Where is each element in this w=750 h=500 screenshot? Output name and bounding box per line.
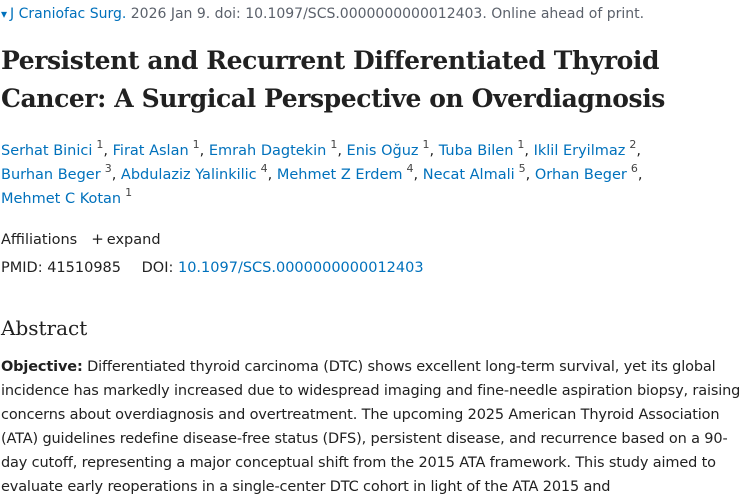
doi-label: DOI: [141,260,174,276]
expand-affiliations-button[interactable]: expand [106,232,161,248]
author-link[interactable]: Orhan Beger [534,167,627,183]
author-list: Serhat Binici 1, Firat Aslan 1, Emrah Dagt… [1,138,643,207]
author-link[interactable]: Burhan Beger [1,167,101,183]
author-item: Necat Almali 5 [422,163,526,183]
author-link[interactable]: Tuba Bilen [438,143,514,159]
affiliation-marker[interactable]: 4 [260,162,268,175]
affiliation-marker[interactable]: 2 [629,138,637,151]
citation-details: 2026 Jan 9. doi: 10.1097/SCS.00000000000… [130,6,645,22]
journal-link[interactable]: J Craniofac Surg. [10,6,127,22]
author-link[interactable]: Necat Almali [422,167,515,183]
objective-label: Objective: [1,359,83,375]
author-item: Iklil Eryilmaz 2, [533,138,641,159]
author-item: Mehmet C Kotan 1 [1,187,132,207]
identifiers-row: PMID: 41510985 DOI: 10.1097/SCS.00000000… [1,258,424,278]
article-title: Persistent and Recurrent Differentiated … [1,46,665,113]
doi-link[interactable]: 10.1097/SCS.0000000000012403 [177,260,424,276]
affiliation-marker[interactable]: 3 [104,162,112,175]
author-item: Enis Oğuz 1 [346,139,430,159]
affiliation-marker[interactable]: 6 [630,162,638,175]
affiliation-marker[interactable]: 1 [422,138,430,151]
author-item: Orhan Beger 6, [534,162,643,183]
author-link[interactable]: Serhat Binici [1,143,93,159]
abstract-heading: Abstract [1,316,88,340]
author-link[interactable]: Mehmet Z Erdem [276,167,403,183]
affiliation-marker[interactable]: 1 [330,138,338,151]
objective-text: Differentiated thyroid carcinoma (DTC) s… [1,359,741,495]
author-link[interactable]: Enis Oğuz [346,143,419,159]
author-item: Tuba Bilen 1 [438,139,525,159]
author-link[interactable]: Emrah Dagtekin [208,143,327,159]
chevron-down-icon[interactable]: ▾ [1,7,8,21]
author-item: Burhan Beger 3 [1,163,112,183]
pmid-value: 41510985 [47,260,122,276]
author-item: Serhat Binici 1 [1,139,103,159]
author-link[interactable]: Firat Aslan [112,143,189,159]
author-item: Abdulaziz Yalinkilic 4 [120,163,268,183]
author-item: Firat Aslan 1 [112,139,200,159]
author-link[interactable]: Iklil Eryilmaz [533,143,626,159]
plus-icon[interactable]: + [91,230,104,248]
affiliation-marker[interactable]: 5 [518,162,526,175]
citation-line: ▾ J Craniofac Surg. 2026 Jan 9. doi: 10.1… [1,4,644,24]
author-item: Mehmet Z Erdem 4 [276,163,414,183]
author-link[interactable]: Mehmet C Kotan [1,191,122,207]
affiliations-label: Affiliations [1,232,78,248]
abstract-objective: Objective: Differentiated thyroid carcin… [1,355,745,499]
affiliation-marker[interactable]: 1 [125,186,133,199]
affiliation-marker[interactable]: 1 [192,138,200,151]
affiliations-toggle-row: Affiliations + expand [1,229,161,250]
affiliation-marker[interactable]: 1 [517,138,525,151]
author-item: Emrah Dagtekin 1 [208,139,337,159]
author-link[interactable]: Abdulaziz Yalinkilic [120,167,257,183]
affiliation-marker[interactable]: 4 [406,162,414,175]
pmid-label: PMID: [1,260,43,276]
affiliation-marker[interactable]: 1 [96,138,104,151]
